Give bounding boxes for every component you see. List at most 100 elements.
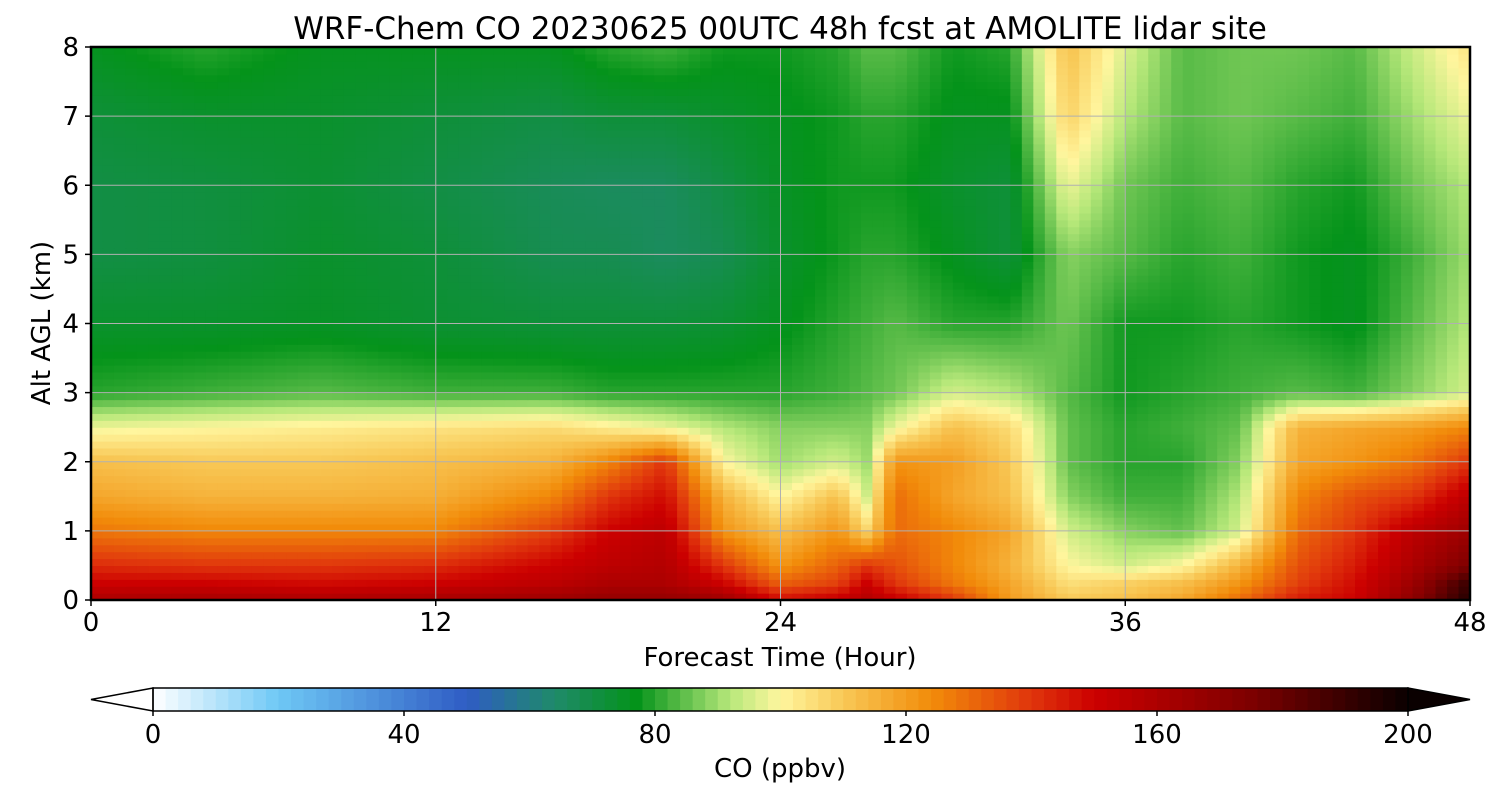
heatmap-cell bbox=[1286, 558, 1299, 567]
heatmap-cell bbox=[608, 358, 621, 366]
heatmap-cell bbox=[343, 316, 356, 325]
heatmap-cell bbox=[1309, 530, 1322, 539]
heatmap-cell bbox=[1125, 330, 1138, 338]
heatmap-cell bbox=[1309, 392, 1322, 401]
heatmap-cell bbox=[1286, 330, 1299, 338]
heatmap-cell bbox=[573, 530, 586, 539]
heatmap-cell bbox=[780, 358, 793, 366]
heatmap-cell bbox=[309, 565, 322, 573]
heatmap-cell bbox=[1355, 392, 1368, 401]
heatmap-cell bbox=[723, 586, 736, 594]
heatmap-cell bbox=[504, 461, 517, 470]
heatmap-cell bbox=[1033, 503, 1046, 511]
heatmap-cell bbox=[1056, 392, 1069, 401]
heatmap-cell bbox=[366, 482, 379, 490]
heatmap-cell bbox=[217, 447, 230, 456]
heatmap-cell bbox=[585, 337, 598, 345]
heatmap-cell bbox=[1274, 427, 1287, 435]
heatmap-cell bbox=[1148, 378, 1161, 387]
heatmap-cell bbox=[1194, 364, 1207, 373]
heatmap-cell bbox=[918, 351, 931, 359]
heatmap-cell bbox=[906, 371, 919, 380]
heatmap-cell bbox=[734, 385, 747, 394]
heatmap-cell bbox=[1458, 530, 1471, 539]
heatmap-cell bbox=[1240, 503, 1253, 511]
heatmap-cell bbox=[1401, 558, 1414, 567]
heatmap-cell bbox=[1251, 558, 1264, 567]
heatmap-cell bbox=[941, 378, 954, 387]
heatmap-cell bbox=[1343, 572, 1356, 580]
heatmap-cell bbox=[1217, 482, 1230, 490]
heatmap-cell bbox=[1286, 496, 1299, 504]
heatmap-cell bbox=[723, 530, 736, 539]
heatmap-cell bbox=[470, 316, 483, 325]
heatmap-cell bbox=[447, 551, 460, 560]
heatmap-cell bbox=[297, 496, 310, 504]
heatmap-cell bbox=[1205, 385, 1218, 394]
heatmap-cell bbox=[1159, 586, 1172, 594]
heatmap-cell bbox=[412, 489, 425, 497]
heatmap-cell bbox=[780, 371, 793, 380]
heatmap-cell bbox=[481, 461, 494, 470]
heatmap-cell bbox=[458, 503, 471, 511]
heatmap-cell bbox=[1205, 510, 1218, 518]
heatmap-cell bbox=[1412, 337, 1425, 345]
heatmap-cell bbox=[1286, 420, 1299, 428]
heatmap-cell bbox=[1079, 593, 1092, 601]
heatmap-cell bbox=[1389, 523, 1402, 532]
heatmap-cell bbox=[1320, 510, 1333, 518]
heatmap-cell bbox=[998, 489, 1011, 497]
heatmap-cell bbox=[1079, 392, 1092, 401]
heatmap-cell bbox=[194, 586, 207, 594]
heatmap-cell bbox=[274, 364, 287, 373]
heatmap-cell bbox=[1458, 351, 1471, 359]
heatmap-cell bbox=[1401, 399, 1414, 408]
heatmap-cell bbox=[688, 358, 701, 366]
heatmap-cell bbox=[1171, 413, 1184, 421]
heatmap-cell bbox=[700, 503, 713, 511]
heatmap-cell bbox=[1435, 565, 1448, 573]
heatmap-cell bbox=[102, 364, 115, 373]
heatmap-cell bbox=[1263, 565, 1276, 573]
heatmap-cell bbox=[1217, 330, 1230, 338]
heatmap-cell bbox=[125, 586, 138, 594]
heatmap-cell bbox=[136, 323, 150, 332]
heatmap-cell bbox=[1355, 530, 1368, 539]
heatmap-cell bbox=[1090, 441, 1103, 449]
heatmap-cell bbox=[711, 427, 724, 435]
heatmap-cell bbox=[1079, 427, 1092, 435]
heatmap-cell bbox=[688, 496, 701, 504]
heatmap-cell bbox=[91, 399, 104, 408]
heatmap-cell bbox=[677, 413, 690, 421]
heatmap-cell bbox=[1389, 371, 1402, 380]
heatmap-cell bbox=[263, 523, 276, 532]
heatmap-cell bbox=[343, 572, 356, 580]
heatmap-cell bbox=[1033, 558, 1046, 567]
heatmap-cell bbox=[286, 503, 299, 511]
heatmap-cell bbox=[389, 565, 402, 573]
heatmap-cell bbox=[1148, 454, 1161, 463]
heatmap-cell bbox=[366, 558, 379, 567]
heatmap-cell bbox=[1044, 586, 1057, 594]
heatmap-cell bbox=[1332, 454, 1345, 463]
heatmap-cell bbox=[481, 337, 494, 345]
heatmap-cell bbox=[539, 420, 552, 428]
heatmap-cell bbox=[906, 517, 919, 525]
heatmap-cell bbox=[458, 385, 471, 394]
heatmap-cell bbox=[1378, 399, 1391, 408]
heatmap-cell bbox=[447, 351, 460, 359]
heatmap-cell bbox=[355, 475, 368, 484]
heatmap-cell bbox=[1067, 323, 1080, 332]
heatmap-cell bbox=[998, 454, 1011, 463]
heatmap-cell bbox=[791, 565, 805, 573]
heatmap-cell bbox=[539, 337, 552, 345]
heatmap-cell bbox=[952, 406, 965, 414]
heatmap-cell bbox=[803, 316, 816, 325]
heatmap-cell bbox=[700, 337, 713, 345]
heatmap-cell bbox=[504, 351, 517, 359]
heatmap-cell bbox=[412, 586, 425, 594]
heatmap-cell bbox=[1263, 385, 1276, 394]
heatmap-cell bbox=[895, 392, 908, 401]
heatmap-cell bbox=[1148, 579, 1161, 587]
heatmap-cell bbox=[791, 579, 805, 587]
